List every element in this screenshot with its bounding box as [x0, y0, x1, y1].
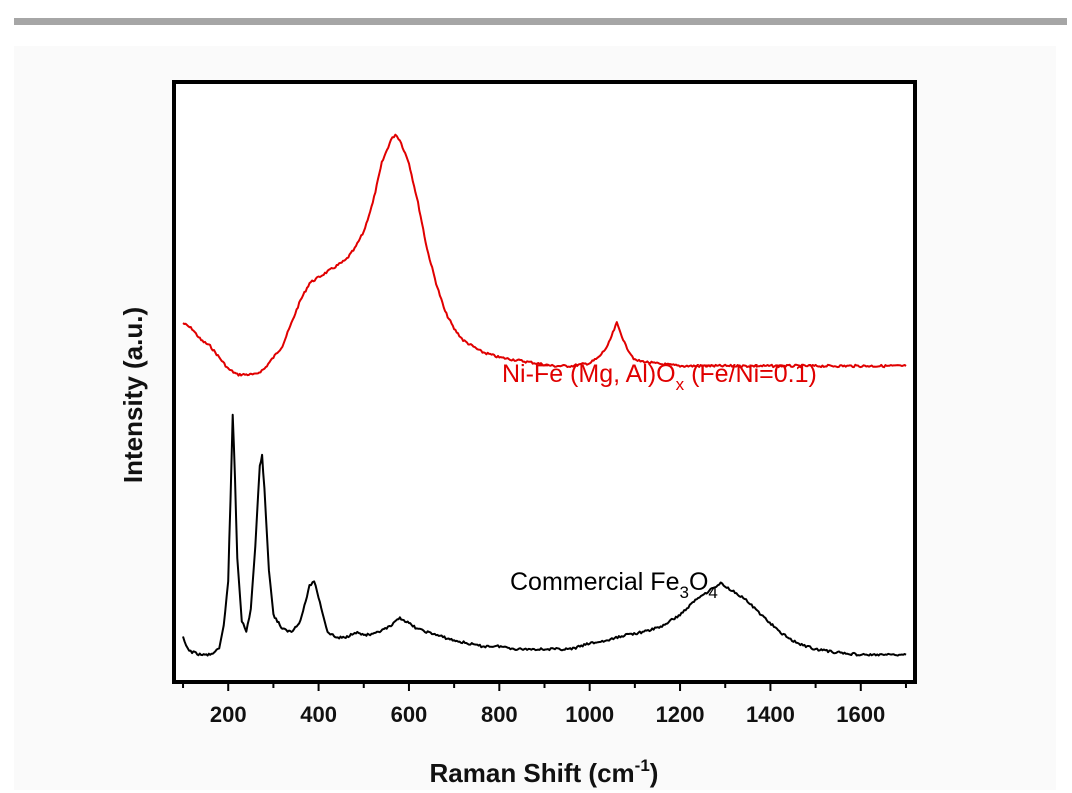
x-axis-title-superscript: -1	[635, 756, 650, 775]
series-line-commercial	[182, 413, 907, 657]
series-label-commercial: Commercial Fe3O4	[510, 568, 718, 602]
x-axis-ticks	[182, 682, 907, 691]
x-axis-title-end: )	[650, 758, 659, 788]
label-text: Commercial Fe	[510, 568, 679, 596]
label-subscript: x	[676, 375, 685, 394]
x-axis-title-main: Raman Shift (cm	[430, 758, 635, 788]
series-lines	[182, 133, 907, 657]
series-labels: Ni-Fe (Mg, Al)Ox (Fe/Ni=0.1) Commercial F…	[502, 360, 817, 602]
label-subscript: 4	[708, 583, 717, 602]
x-tick-label: 400	[300, 702, 337, 727]
x-tick-label: 600	[391, 702, 428, 727]
x-axis-tick-labels: 200 400 600 800 1000 1200 1400 1600	[210, 702, 885, 727]
label-subscript: 3	[679, 583, 688, 602]
label-text: (Fe/Ni=0.1)	[684, 360, 817, 388]
plot-frame	[172, 80, 917, 684]
label-text: O	[689, 568, 708, 596]
x-tick-label: 200	[210, 702, 247, 727]
x-axis-title: Raman Shift (cm-1)	[430, 756, 659, 788]
x-tick-label: 1200	[656, 702, 705, 727]
x-tick-label: 1000	[565, 702, 614, 727]
x-tick-label: 800	[481, 702, 518, 727]
x-tick-label: 1600	[836, 702, 885, 727]
label-text: Ni-Fe (Mg, Al)O	[502, 360, 676, 388]
top-divider-bar	[14, 18, 1067, 25]
x-tick-label: 1400	[746, 702, 795, 727]
series-label-ni_fe: Ni-Fe (Mg, Al)Ox (Fe/Ni=0.1)	[502, 360, 817, 394]
series-line-ni_fe	[182, 133, 907, 377]
y-axis-title: Intensity (a.u.)	[118, 307, 148, 483]
